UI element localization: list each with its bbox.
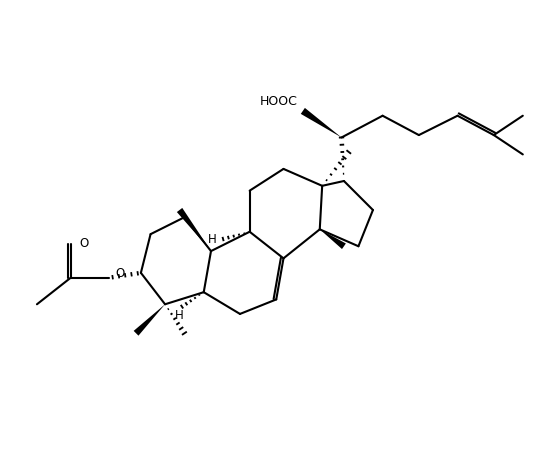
Text: O: O	[115, 267, 124, 280]
Text: H: H	[175, 309, 184, 322]
Polygon shape	[320, 229, 346, 249]
Text: HOOC: HOOC	[260, 96, 298, 109]
Polygon shape	[301, 108, 342, 137]
Polygon shape	[133, 304, 165, 336]
Text: O: O	[80, 238, 89, 251]
Polygon shape	[177, 208, 211, 251]
Text: H: H	[208, 233, 217, 246]
